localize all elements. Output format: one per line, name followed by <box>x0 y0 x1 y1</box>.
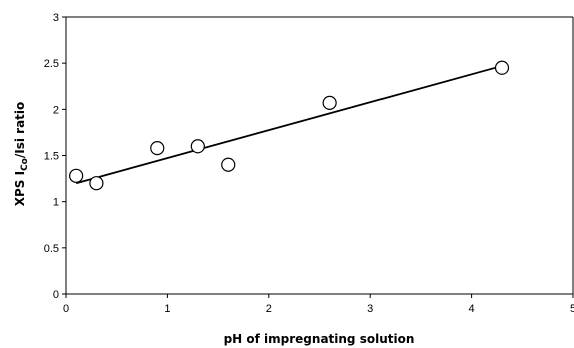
y-axis-title: XPS ICo/Isi ratio <box>13 102 30 207</box>
y-tick-label: 0.5 <box>44 243 59 255</box>
y-axis-title-prefix: XPS I <box>13 171 27 206</box>
y-tick-label: 1.5 <box>44 151 59 163</box>
y-tick-label: 3 <box>53 12 59 24</box>
y-tick-label: 0 <box>53 289 59 301</box>
trendline <box>75 65 503 185</box>
data-point <box>322 95 337 110</box>
x-tick-label: 4 <box>469 303 475 315</box>
data-point <box>89 176 104 191</box>
x-axis: 0 1 2 3 4 5 <box>63 293 574 315</box>
y-axis: 0 0.5 1 1.5 2 2.5 3 <box>44 12 67 301</box>
y-axis-title-subscript: Co <box>20 158 30 171</box>
x-tick-label: 2 <box>266 303 272 315</box>
x-tick-label: 1 <box>164 303 170 315</box>
plot-area <box>66 16 574 294</box>
x-tick-label: 0 <box>63 303 69 315</box>
data-point <box>221 157 236 172</box>
x-tick-label: 5 <box>570 303 574 315</box>
y-axis-title-suffix: /Isi ratio <box>13 102 27 158</box>
data-point <box>190 139 205 154</box>
data-point <box>150 141 165 156</box>
data-points <box>69 60 510 191</box>
data-point <box>69 168 84 183</box>
x-tick-label: 3 <box>367 303 373 315</box>
y-tick-label: 1 <box>53 197 59 209</box>
y-tick-label: 2 <box>53 104 59 116</box>
x-axis-title: pH of impregnating solution <box>224 332 415 346</box>
trendline-group <box>75 65 503 185</box>
y-tick-label: 2.5 <box>44 58 59 70</box>
data-point <box>494 60 510 75</box>
